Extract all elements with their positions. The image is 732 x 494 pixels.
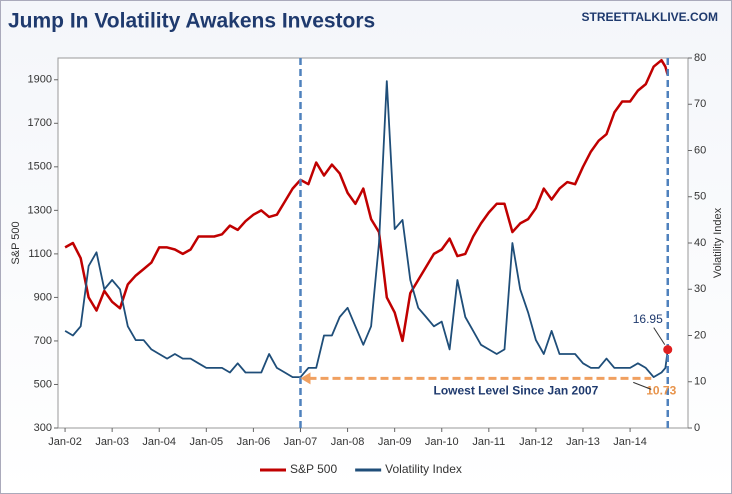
legend-label: Volatility Index	[385, 462, 462, 476]
y2-tick-label: 40	[694, 237, 706, 249]
x-tick-label: Jan-02	[48, 436, 82, 448]
y-tick-label: 500	[34, 378, 52, 390]
y2-tick-label: 0	[694, 422, 700, 434]
y-tick-label: 1500	[28, 161, 52, 173]
reference-arrow	[300, 372, 311, 385]
y-tick-label: 900	[34, 291, 52, 303]
x-tick-label: Jan-13	[566, 436, 600, 448]
y2-tick-label: 10	[694, 376, 706, 388]
y2-tick-label: 70	[694, 98, 706, 110]
plot-area	[57, 57, 689, 429]
series-line	[64, 80, 669, 378]
x-tick-label: Jan-09	[378, 436, 412, 448]
reference-text: Lowest Level Since Jan 2007	[434, 384, 599, 398]
y-tick-label: 1900	[28, 74, 52, 86]
highlight-label: 16.95	[633, 312, 663, 326]
x-tick-label: Jan-04	[142, 436, 176, 448]
y2-tick-label: 60	[694, 144, 706, 156]
x-tick-label: Jan-14	[613, 436, 647, 448]
y-tick-label: 700	[34, 335, 52, 347]
reference-value: 10.73	[646, 384, 676, 398]
chart-title: Jump In Volatility Awakens Investors	[8, 10, 375, 33]
y2-tick-label: 20	[694, 329, 706, 341]
legend-label: S&P 500	[290, 462, 337, 476]
series-line	[64, 58, 670, 343]
y2-tick-label: 80	[694, 52, 706, 64]
y-axis-title: S&P 500	[10, 221, 22, 264]
reference-pointer	[633, 381, 652, 390]
highlight-pointer	[653, 327, 666, 345]
x-tick-label: Jan-11	[472, 436, 505, 448]
x-tick-label: Jan-06	[237, 436, 271, 448]
x-tick-label: Jan-10	[425, 436, 459, 448]
y2-axis-title: Volatility Index	[712, 207, 724, 278]
source: STREETTALKLIVE.COM	[582, 10, 718, 24]
x-tick-label: Jan-07	[284, 436, 318, 448]
y-tick-label: 300	[34, 422, 52, 434]
x-tick-label: Jan-08	[331, 436, 365, 448]
x-tick-label: Jan-05	[189, 436, 223, 448]
y2-tick-label: 30	[694, 283, 706, 295]
y-tick-label: 1700	[28, 117, 52, 129]
highlight-point	[663, 345, 673, 355]
x-tick-label: Jan-03	[95, 436, 129, 448]
y-tick-label: 1100	[28, 248, 52, 260]
x-tick-label: Jan-12	[519, 436, 553, 448]
y-tick-label: 1300	[28, 204, 52, 216]
y2-tick-label: 50	[694, 191, 706, 203]
